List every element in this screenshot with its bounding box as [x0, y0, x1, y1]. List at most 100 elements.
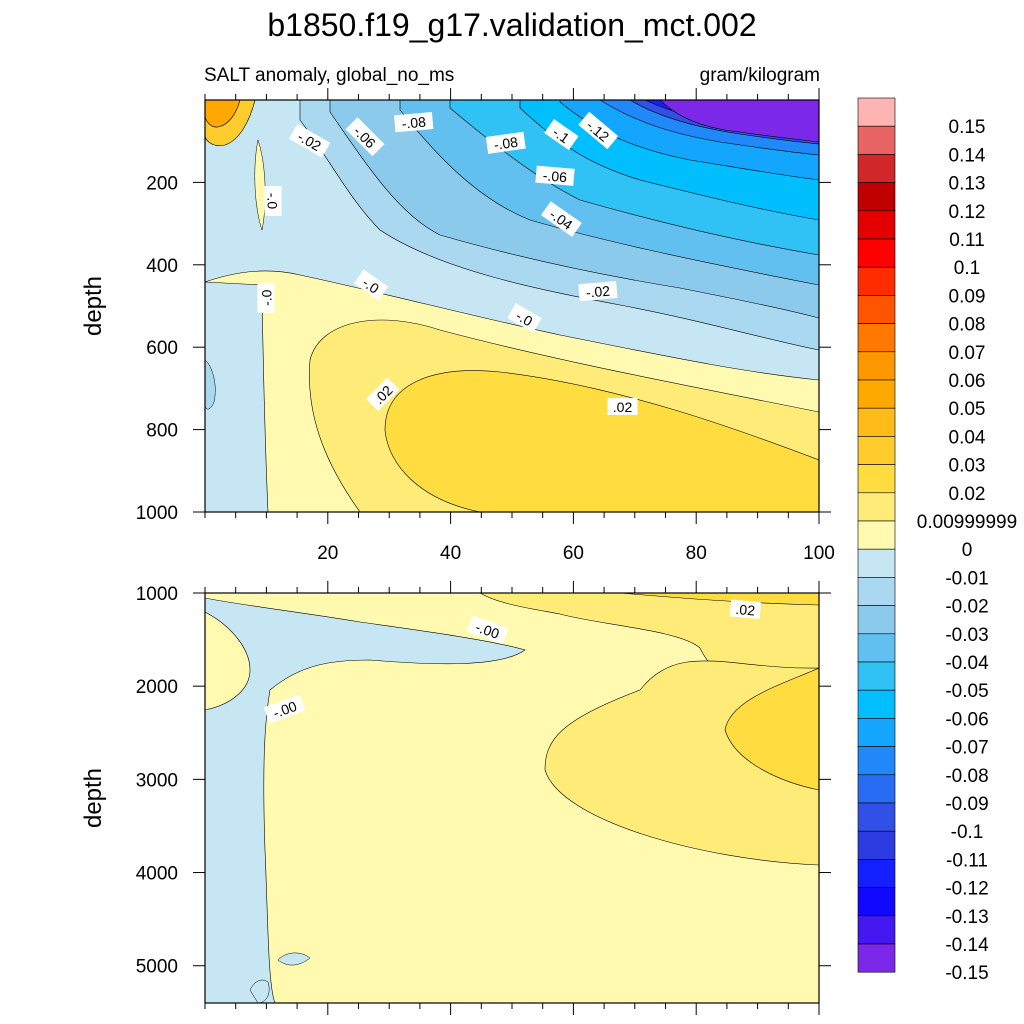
bottom-blob-yellow	[205, 611, 251, 711]
contour-label-bg	[264, 185, 282, 216]
contour-label-text: -.02	[585, 283, 611, 301]
contour-label: -.1	[544, 119, 579, 151]
colorbar-label: -0.1	[951, 822, 984, 843]
contour-label: -.0	[507, 303, 542, 333]
contour-label: -.12	[578, 111, 619, 150]
contour-label: -.06	[535, 165, 575, 186]
x-tick-label: 40	[440, 543, 461, 564]
colorbar-swatch	[857, 633, 896, 663]
colorbar-label: -0.03	[945, 625, 988, 646]
colorbar-swatch	[857, 295, 896, 324]
colorbar-swatch	[857, 915, 896, 945]
colorbar-label: -0.02	[945, 597, 988, 618]
colorbar-swatch	[857, 577, 896, 606]
contour-label-bg	[394, 112, 434, 133]
colorbar-swatch	[857, 718, 896, 747]
colorbar-label: -0.09	[945, 794, 988, 815]
colorbar-swatch	[857, 492, 896, 522]
contour-label: -.08	[485, 131, 526, 154]
colorbar-label: 0.08	[949, 315, 986, 336]
colorbar-swatch	[857, 520, 896, 550]
contour-label-text: -.00	[473, 619, 501, 642]
y-tick-label: 400	[146, 256, 178, 277]
colorbar-label: 0.1	[954, 258, 980, 279]
y-tick-label: 800	[146, 421, 178, 442]
y-tick-label: 1000	[136, 584, 178, 605]
colorbar-label: 0.06	[949, 371, 986, 392]
contour-label: -.0	[264, 185, 282, 216]
colorbar-swatch	[857, 436, 896, 465]
colorbar-label: 0.12	[949, 202, 986, 223]
colorbar-swatch	[857, 943, 896, 973]
colorbar-label: -0.12	[945, 879, 988, 900]
colorbar-swatch	[857, 266, 896, 296]
colorbar-swatch	[857, 154, 896, 183]
bottom-axis-ticks: 1000 2000 3000 4000 5000	[136, 581, 831, 1015]
contour-label-bg	[288, 123, 331, 158]
chart-subtitle-left: SALT anomaly, global_no_ms	[204, 65, 454, 86]
top-panel: 20 40 60 80 100 200 400 600 800 1000 -.02 -.06 -.08…	[80, 88, 835, 564]
colorbar-swatch	[857, 802, 896, 832]
chart-subtitle-right: gram/kilogram	[700, 65, 820, 86]
contour-label-text: -.0	[359, 274, 382, 297]
y-tick-label: 4000	[136, 864, 178, 885]
colorbar-label: -0.14	[945, 935, 989, 956]
contour-label-text: -.08	[401, 114, 427, 132]
top-blob-upper	[254, 139, 266, 231]
colorbar-swatch	[857, 407, 896, 437]
colorbar-label: -0.04	[945, 653, 989, 674]
chart-title: b1850.f19_g17.validation_mct.002	[267, 7, 756, 43]
top-axis-ticks: 20 40 60 80 100 200 400 600 800 1000	[136, 88, 835, 564]
contour-label: .02	[729, 599, 762, 620]
colorbar-label: -0.11	[946, 850, 988, 871]
colorbar-label: -0.08	[945, 766, 988, 787]
colorbar-swatch	[857, 323, 896, 353]
colorbar-label: 0.07	[949, 343, 986, 364]
contour-label: -.08	[394, 112, 434, 133]
y-tick-label: 1000	[136, 503, 178, 524]
colorbar-swatch	[857, 605, 896, 635]
top-band-pos-2	[384, 370, 819, 512]
contour-label-bg	[540, 201, 582, 237]
bottom-blob-deep	[249, 979, 270, 1003]
bottom-blob-deep2	[277, 952, 311, 966]
bottom-band-pos-2-top	[619, 593, 819, 606]
colorbar-swatch	[857, 238, 896, 268]
y-tick-label: 5000	[136, 957, 178, 978]
colorbar-swatch	[857, 830, 896, 860]
colorbar: 0.15 0.14 0.13 0.12 0.11 0.1 0.09 0.08 0.07 0.06 0…	[857, 97, 1017, 984]
colorbar-swatch	[857, 379, 896, 409]
colorbar-swatch	[857, 182, 896, 212]
contour-label-bg	[507, 303, 542, 333]
colorbar-label: 0.09	[949, 286, 986, 307]
colorbar-label: 0.04	[949, 427, 986, 448]
contour-label-bg	[353, 269, 389, 301]
x-tick-label: 100	[803, 543, 835, 564]
contour-label-text: -.0	[265, 193, 281, 210]
colorbar-swatch	[857, 464, 896, 494]
contour-label-text: .02	[613, 399, 633, 415]
contour-label-bg	[535, 165, 575, 186]
colorbar-swatch	[857, 351, 896, 381]
contour-label-bg	[607, 397, 638, 415]
bottom-panel: 1000 2000 3000 4000 5000 -.00 -.00 .02 depth	[80, 581, 831, 1015]
colorbar-swatch	[857, 548, 896, 578]
bottom-ylabel: depth	[80, 768, 107, 828]
colorbar-swatch	[857, 746, 896, 776]
contour-label-bg	[345, 117, 385, 157]
colorbar-label: -0.15	[945, 963, 988, 984]
colorbar-swatch	[857, 689, 896, 719]
contour-label: -.0	[257, 282, 275, 313]
colorbar-label: 0.15	[949, 117, 986, 138]
x-tick-label: 20	[317, 543, 338, 564]
colorbar-swatch	[857, 859, 896, 888]
contour-label-bg	[578, 111, 619, 150]
colorbar-label: 0.00999999	[917, 512, 1017, 533]
colorbar-label: 0	[962, 540, 973, 561]
contour-label: -.02	[578, 280, 618, 302]
contour-label-bg	[485, 131, 526, 154]
contour-label-text: -.08	[493, 134, 519, 153]
colorbar-label: -0.06	[945, 709, 988, 730]
contour-label-text: -.00	[271, 698, 299, 721]
